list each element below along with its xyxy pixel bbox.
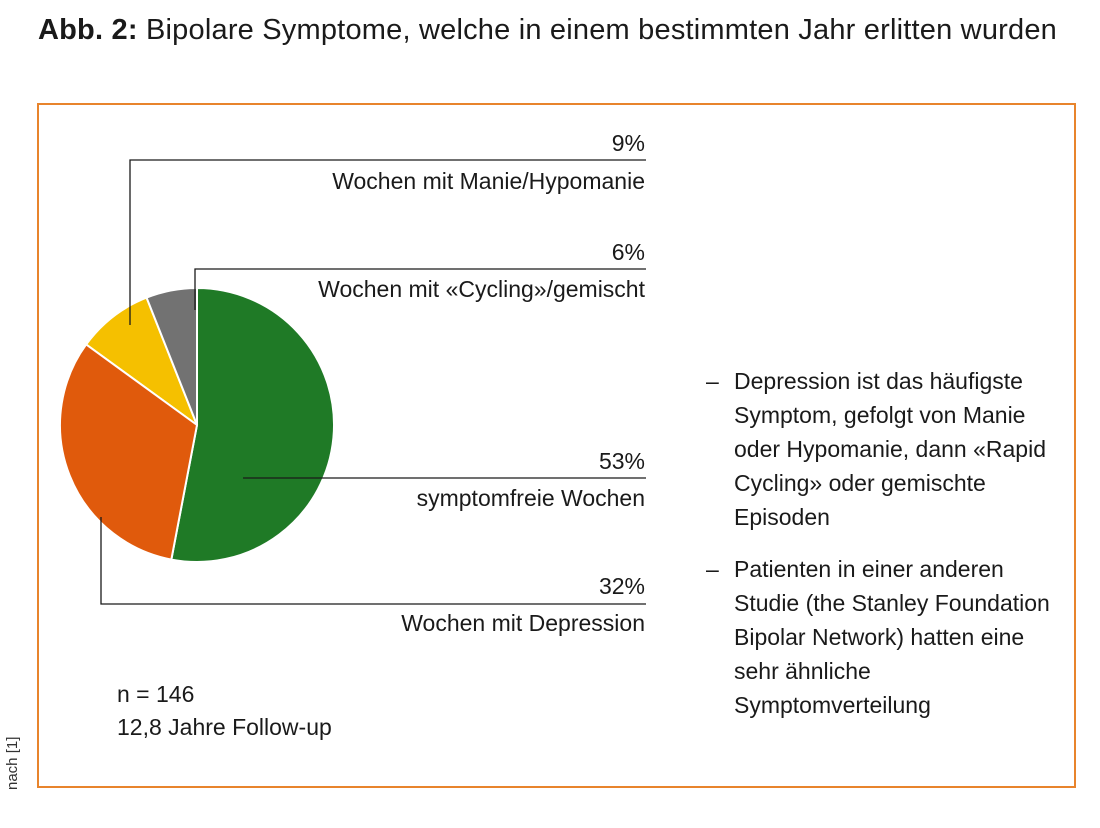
pie-slices: [58, 286, 336, 563]
leader-line-cycling: [194, 268, 646, 310]
slice-label-free: symptomfreie Wochen: [417, 485, 645, 511]
figure-frame: [37, 103, 1076, 788]
slice-label-mania: Wochen mit Manie/Hypomanie: [332, 168, 645, 194]
percent-label-depression: 32%: [599, 573, 645, 599]
leader-line-mania: [129, 159, 646, 325]
note-item: Patienten in einer anderen Studie (the S…: [706, 552, 1066, 722]
sample-size: n = 146: [117, 681, 195, 707]
followup-duration: 12,8 Jahre Follow-up: [117, 714, 332, 740]
leader-line-depression: [100, 517, 646, 605]
percent-label-cycling: 6%: [612, 239, 645, 265]
pie-slice-free: [170, 286, 336, 563]
percent-label-mania: 9%: [612, 130, 645, 156]
source-note: nach [1]: [4, 736, 21, 790]
figure-title: Abb. 2: Bipolare Symptome, welche in ein…: [38, 12, 1078, 48]
figure-title-text: Bipolare Symptome, welche in einem besti…: [146, 14, 1057, 46]
notes-list: Depression ist das häufigste Symptom, ge…: [706, 364, 1066, 740]
slice-label-cycling: Wochen mit «Cycling»/gemischt: [318, 276, 645, 302]
pie-slice-depression: [58, 343, 199, 561]
percent-label-free: 53%: [599, 448, 645, 474]
sample-info: n = 146 12,8 Jahre Follow-up: [117, 678, 332, 744]
note-item: Depression ist das häufigste Symptom, ge…: [706, 364, 1066, 534]
figure-label: Abb. 2:: [38, 14, 138, 46]
slice-label-depression: Wochen mit Depression: [401, 610, 645, 636]
